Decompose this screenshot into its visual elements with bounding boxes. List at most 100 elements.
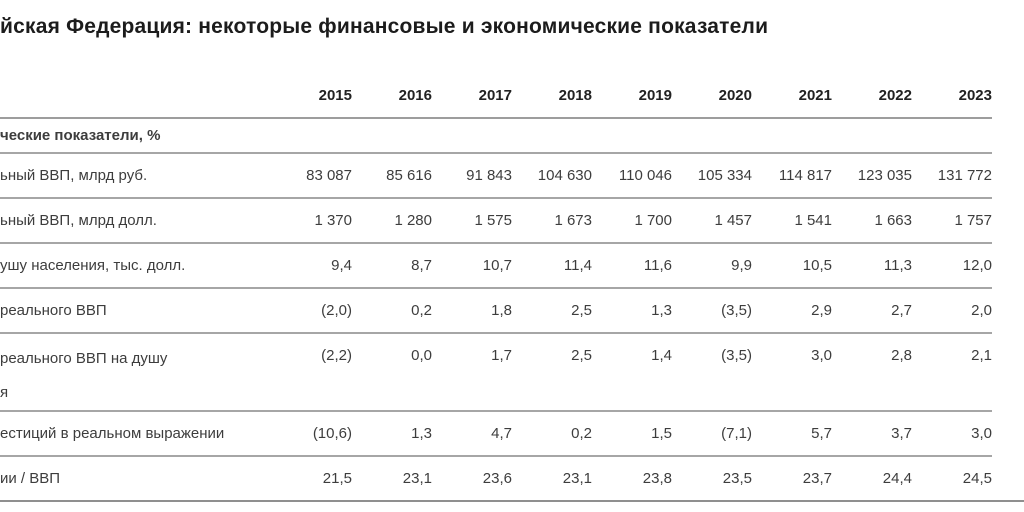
value-cell: 9,9: [731, 257, 752, 274]
row-label: ьный ВВП, млрд долл.: [0, 212, 272, 229]
value-cell: 1,3: [411, 425, 432, 442]
value-cell: 3,7: [891, 425, 912, 442]
value-cell: 12,0: [962, 257, 992, 274]
year-cell: 2020: [718, 87, 752, 104]
year-cell: 2017: [478, 87, 512, 104]
value-cell: 2,8: [891, 347, 912, 364]
value-cell: 21,5: [322, 470, 352, 487]
year-cell: 2023: [958, 87, 992, 104]
value-cell: 10,7: [482, 257, 512, 274]
row-label-line: ьный ВВП, млрд руб.: [0, 167, 148, 184]
value-cell: 24,5: [962, 470, 992, 487]
value-cell: 3,0: [811, 347, 832, 364]
value-cell: 1 280: [394, 212, 432, 229]
row-label: реального ВВП на душу я: [0, 334, 272, 410]
value-cell: 5,7: [811, 425, 832, 442]
value-cell: (3,5): [721, 347, 752, 364]
value-cell: 2,0: [971, 302, 992, 319]
page-title: йская Федерация: некоторые финансовые и …: [0, 15, 769, 38]
value-cell: 1,4: [651, 347, 672, 364]
value-cell: 1,7: [491, 347, 512, 364]
value-cell: 23,6: [482, 470, 512, 487]
value-cell: 1,8: [491, 302, 512, 319]
value-cell: 1 673: [554, 212, 592, 229]
row-label-line: естиций в реальном выражении: [0, 425, 225, 442]
value-cell: 23,1: [562, 470, 592, 487]
value-cell: 0,0: [411, 347, 432, 364]
year-cell: 2019: [638, 87, 672, 104]
row-label: естиций в реальном выражении: [0, 425, 272, 442]
value-cell: 91 843: [466, 167, 512, 184]
value-cell: 4,7: [491, 425, 512, 442]
value-cell: 0,2: [411, 302, 432, 319]
value-cell: 23,7: [802, 470, 832, 487]
value-cell: 2,7: [891, 302, 912, 319]
value-cell: 2,5: [571, 302, 592, 319]
value-cell: (7,1): [721, 425, 752, 442]
value-cell: 105 334: [697, 167, 752, 184]
value-cell: 11,4: [563, 257, 592, 274]
indicators-table: 2015 2016 2017 2018 2019 2020 2021 2022 2023 чес…: [0, 66, 1024, 502]
value-cell: 85 616: [386, 167, 432, 184]
value-cell: 24,4: [882, 470, 912, 487]
value-cell: 123 035: [857, 167, 912, 184]
value-cell: 1 663: [874, 212, 912, 229]
table-row: ушу населения, тыс. долл. 9,4 8,7 10,7 11,4 1…: [0, 242, 992, 287]
section-header-label: ческие показатели, %: [0, 127, 161, 144]
value-cell: 8,7: [411, 257, 432, 274]
row-label: ии / ВВП: [0, 470, 272, 487]
value-cell: (3,5): [721, 302, 752, 319]
value-cell: 2,5: [571, 347, 592, 364]
table-row: ьный ВВП, млрд долл. 1 370 1 280 1 575 1 673…: [0, 197, 992, 242]
value-cell: 110 046: [618, 167, 672, 184]
row-label-line: ушу населения, тыс. долл.: [0, 257, 186, 274]
value-cell: (10,6): [312, 425, 352, 442]
value-cell: 23,1: [402, 470, 432, 487]
row-label-line: ии / ВВП: [0, 470, 61, 487]
year-header-row: 2015 2016 2017 2018 2019 2020 2021 2022 2023: [0, 66, 992, 117]
table-row: реального ВВП на душу я (2,2) 0,0 1,7 2,5 1,4 (…: [0, 332, 992, 410]
table-row: реального ВВП (2,0) 0,2 1,8 2,5 1,3 (3,5) 2,9 2,…: [0, 287, 992, 332]
table-row: ии / ВВП 21,5 23,1 23,6 23,1 23,8 23,5 23,7 24,4…: [0, 455, 992, 500]
table-row: естиций в реальном выражении (10,6) 1,3 4,7…: [0, 410, 992, 455]
value-cell: 1 757: [954, 212, 992, 229]
table-row: ьный ВВП, млрд руб. 83 087 85 616 91 843 104…: [0, 152, 992, 197]
row-label: ьный ВВП, млрд руб.: [0, 167, 272, 184]
value-cell: 2,9: [811, 302, 832, 319]
value-cell: 1 575: [474, 212, 512, 229]
value-cell: 1,3: [651, 302, 672, 319]
value-cell: 1 541: [794, 212, 832, 229]
year-cell: 2022: [878, 87, 912, 104]
row-label: ушу населения, тыс. долл.: [0, 257, 272, 274]
value-cell: 0,2: [571, 425, 592, 442]
year-cell: 2018: [558, 87, 592, 104]
value-cell: 10,5: [802, 257, 832, 274]
value-cell: 9,4: [331, 257, 352, 274]
year-cell: 2015: [318, 87, 352, 104]
row-label-line: реального ВВП на душу: [0, 350, 168, 367]
row-label-line: ьный ВВП, млрд долл.: [0, 212, 157, 229]
row-label: реального ВВП: [0, 302, 272, 319]
value-cell: 1,5: [651, 425, 672, 442]
row-label-line: я: [0, 384, 9, 401]
row-label-line: реального ВВП: [0, 302, 107, 319]
value-cell: 83 087: [306, 167, 352, 184]
value-cell: 1 457: [714, 212, 752, 229]
section-header-row: ческие показатели, %: [0, 117, 992, 152]
value-cell: 104 630: [537, 167, 592, 184]
value-cell: 23,5: [722, 470, 752, 487]
value-cell: 2,1: [971, 347, 992, 364]
value-cell: 131 772: [937, 167, 992, 184]
value-cell: 11,6: [643, 257, 672, 274]
year-cell: 2021: [798, 87, 832, 104]
value-cell: 1 700: [634, 212, 672, 229]
value-cell: 114 817: [778, 167, 832, 184]
value-cell: (2,0): [321, 302, 352, 319]
value-cell: 3,0: [971, 425, 992, 442]
value-cell: 23,8: [642, 470, 672, 487]
value-cell: 11,3: [883, 257, 912, 274]
year-cell: 2016: [398, 87, 432, 104]
value-cell: (2,2): [321, 347, 352, 364]
value-cell: 1 370: [314, 212, 352, 229]
